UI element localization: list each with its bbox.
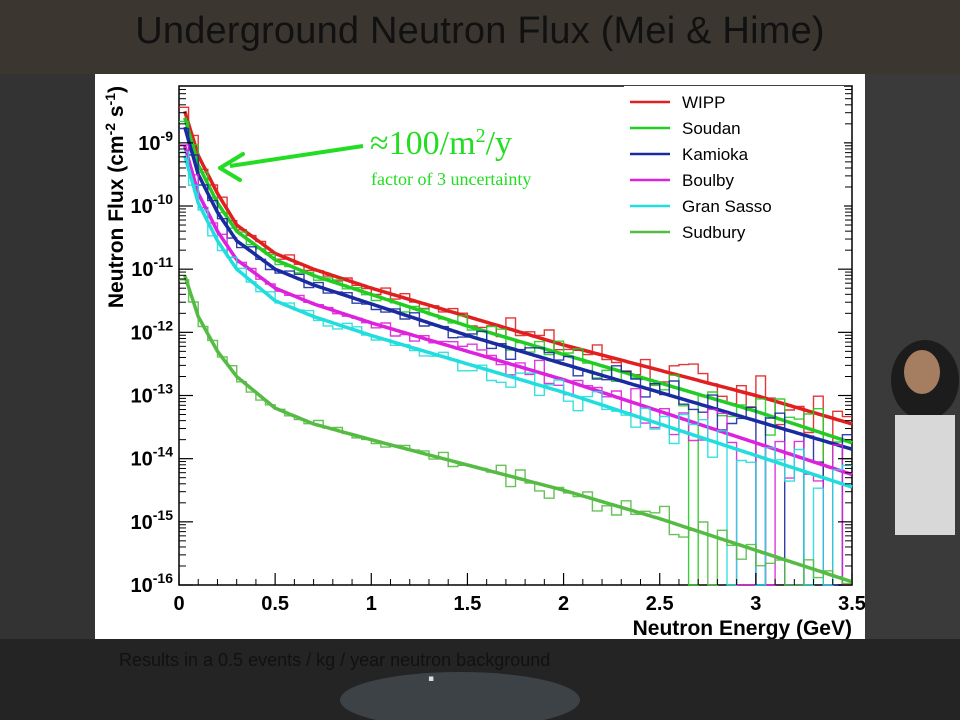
annotation-arrow-head (218, 152, 245, 182)
y-tick-label: 10-16 (131, 570, 174, 597)
y-tick-label: 10-11 (131, 254, 173, 281)
series-line-kamioka (183, 126, 853, 451)
series-line-gran-sasso (183, 155, 853, 489)
x-tick-label: 0.5 (261, 593, 289, 615)
legend-label: Boulby (682, 171, 734, 190)
series-line-soudan (183, 117, 853, 445)
y-tick-label: 10-14 (131, 444, 174, 471)
y-tick-label: 10-12 (131, 317, 174, 344)
slide-caption: Results in a 0.5 events / kg / year neut… (119, 650, 551, 670)
chart-panel: 0 0.5 1 1.5 2 2.5 3 3.5 10-9 10-10 10-11 10-12 10-13… (95, 74, 865, 639)
x-tick-label: 3 (750, 593, 761, 615)
slide-title: Underground Neutron Flux (Mei & Hime) (135, 10, 825, 52)
series-histogram-kamioka (179, 127, 852, 586)
legend-label: Sudbury (682, 223, 746, 242)
x-tick-label: 2 (558, 593, 569, 615)
y-axis-title: Neutron Flux (cm-2 s-1) (102, 86, 128, 308)
legend-box (624, 86, 844, 248)
series-group (179, 106, 853, 586)
y-tick-label: 10-9 (138, 128, 173, 155)
slide-marker: ▪ (428, 674, 435, 684)
legend-label: WIPP (682, 93, 725, 112)
x-axis-title: Neutron Energy (GeV) (633, 617, 852, 639)
y-tick-label: 10-15 (131, 507, 174, 534)
axes: 0 0.5 1 1.5 2 2.5 3 3.5 10-9 10-10 10-11 10-12 10-13… (102, 86, 865, 639)
series-line-boulby (183, 145, 853, 477)
legend-label: Gran Sasso (682, 197, 772, 216)
y-tick-label: 10-13 (131, 381, 174, 408)
series-histogram-gran-sasso (179, 151, 852, 586)
x-tick-label: 3.5 (838, 593, 865, 615)
x-tick-label: 1 (366, 593, 377, 615)
x-tick-label: 2.5 (646, 593, 674, 615)
y-tick-label: 10-10 (131, 191, 174, 218)
series-line-wipp (183, 110, 853, 426)
legend-label: Soudan (682, 119, 741, 138)
series-line-sudbury (183, 274, 853, 584)
legend: WIPP Soudan Kamioka Boulby Gran Sasso Sudbury (624, 86, 844, 248)
annotations: ≈100/m2/y factor of 3 uncertainty (218, 125, 531, 189)
annotation-rate: ≈100/m2/y (370, 125, 512, 162)
neutron-flux-chart: 0 0.5 1 1.5 2 2.5 3 3.5 10-9 10-10 10-11 10-12 10-13… (102, 85, 865, 639)
annotation-arrow-shaft (229, 144, 364, 168)
x-tick-label: 1.5 (454, 593, 482, 615)
annotation-uncertainty: factor of 3 uncertainty (371, 169, 531, 189)
legend-label: Kamioka (682, 145, 749, 164)
x-tick-label: 0 (173, 593, 184, 615)
